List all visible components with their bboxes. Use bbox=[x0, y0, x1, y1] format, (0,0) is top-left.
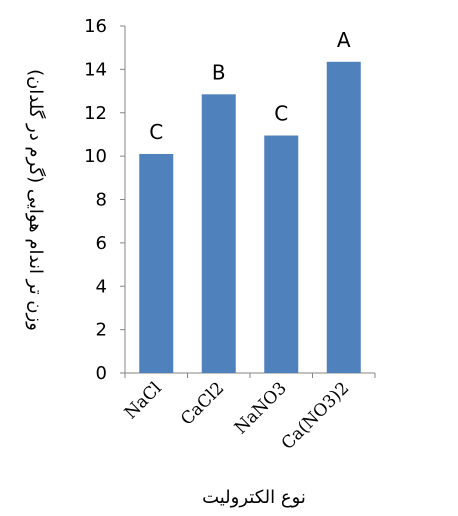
significance-letter: C bbox=[274, 102, 288, 126]
significance-letter: B bbox=[212, 60, 226, 84]
x-category-label: Ca(NO3)2 bbox=[278, 378, 354, 454]
x-category-label: CaCl2 bbox=[177, 378, 228, 429]
y-tick-label: 14 bbox=[84, 59, 107, 80]
bar bbox=[326, 61, 361, 374]
bar bbox=[139, 153, 174, 373]
y-tick-label: 2 bbox=[96, 320, 107, 341]
bar bbox=[264, 135, 299, 373]
x-category-label: NaNO3 bbox=[231, 378, 291, 438]
y-tick-label: 0 bbox=[96, 363, 107, 384]
bar bbox=[201, 94, 236, 374]
y-tick-label: 10 bbox=[84, 146, 107, 167]
x-category-label: NaCl bbox=[121, 378, 166, 423]
y-axis: 0 2 4 6 8 10 12 14 16 bbox=[84, 16, 125, 384]
y-tick-label: 16 bbox=[84, 16, 107, 37]
bars bbox=[139, 61, 361, 374]
significance-letters: C B C A bbox=[149, 28, 351, 144]
significance-letter: C bbox=[149, 120, 163, 144]
y-tick-label: 6 bbox=[96, 233, 107, 254]
x-axis-title: نوع الکترولیت bbox=[202, 487, 306, 508]
significance-letter: A bbox=[337, 28, 351, 52]
y-axis-title: وزن تر اندام هوایی (گرم در گلدان) bbox=[25, 69, 47, 331]
y-tick-label: 12 bbox=[84, 103, 107, 124]
y-tick-label: 4 bbox=[96, 276, 107, 297]
y-tick-label: 8 bbox=[96, 190, 107, 211]
